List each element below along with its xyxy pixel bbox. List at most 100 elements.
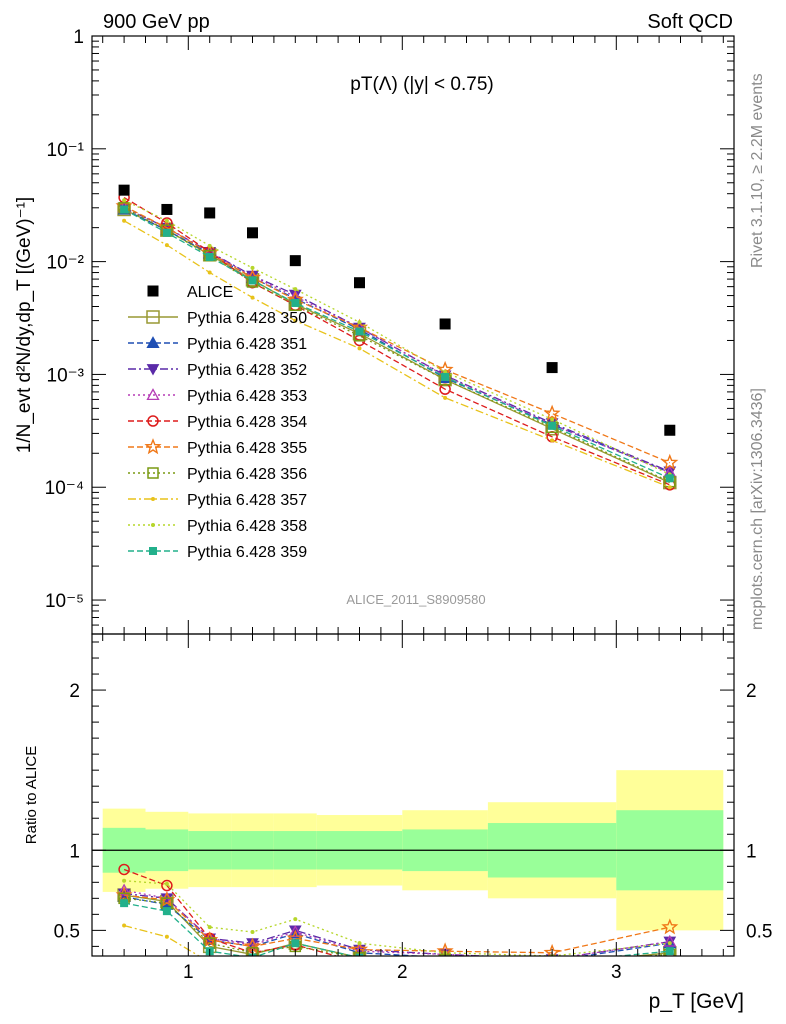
series-marker — [357, 346, 362, 351]
ratio-marker — [207, 925, 212, 930]
legend-label: Pythia 6.428 355 — [187, 440, 307, 457]
ratio-y-tick-label: 2 — [746, 681, 757, 702]
series-marker — [441, 372, 450, 381]
y-tick-label: 10⁻⁴ — [45, 478, 84, 499]
legend-label: Pythia 6.428 351 — [187, 336, 307, 353]
legend-entry: ALICE — [147, 284, 233, 301]
series-marker — [293, 287, 298, 292]
legend-label: Pythia 6.428 357 — [187, 492, 307, 509]
legend-label: ALICE — [187, 284, 233, 301]
x-tick-label: 3 — [611, 962, 622, 983]
header-left-label: 900 GeV pp — [103, 11, 210, 33]
series-marker — [207, 270, 212, 275]
analysis-watermark: ALICE_2011_S8909580 — [346, 592, 485, 607]
series-marker — [207, 243, 212, 248]
y-axis-label: 1/N_evt d²N/dy,dp_T [(GeV)⁻¹] — [14, 197, 35, 453]
ratio-marker — [120, 899, 129, 908]
series-line — [123, 205, 671, 464]
legend-marker — [151, 523, 155, 527]
y-tick-label: 1 — [73, 27, 84, 48]
ratio-line — [124, 894, 670, 954]
ratio-y-tick-label: 1 — [746, 841, 757, 862]
data-point — [118, 184, 130, 196]
legend-marker — [151, 497, 155, 501]
legend-label: Pythia 6.428 350 — [187, 310, 307, 327]
ratio-marker — [550, 953, 554, 956]
ratio-marker — [667, 941, 672, 946]
series-marker — [550, 417, 555, 422]
legend-marker — [146, 388, 160, 401]
series-marker — [355, 327, 364, 336]
ratio-marker — [438, 954, 452, 956]
legend-marker — [146, 310, 160, 324]
ratio-marker — [547, 957, 557, 967]
legend-entry: Pythia 6.428 354 — [128, 414, 307, 431]
main-plot-area — [115, 184, 679, 491]
ratio-marker — [663, 934, 677, 947]
series-marker — [122, 218, 127, 223]
series-line — [123, 208, 671, 479]
ratio-marker — [358, 967, 362, 971]
ratio-marker — [122, 923, 127, 928]
ratio-marker — [161, 879, 173, 892]
ratio-y-tick-label: 2 — [69, 681, 80, 702]
legend-entry: Pythia 6.428 359 — [128, 544, 307, 561]
ratio-marker — [547, 967, 557, 977]
ratio-marker — [164, 934, 169, 939]
series-marker — [164, 243, 169, 248]
series-marker — [293, 318, 298, 323]
data-point — [546, 362, 558, 374]
series-marker — [250, 265, 255, 270]
x-tick-label: 1 — [183, 962, 194, 983]
data-point — [289, 255, 301, 267]
legend-entry: Pythia 6.428 358 — [128, 518, 307, 535]
ratio-axis-ticks: 0.5 0.5 1 1 2 2 1 2 3 — [54, 634, 772, 983]
data-point — [664, 424, 676, 436]
series-marker — [120, 205, 129, 214]
legend-entry: Pythia 6.428 351 — [128, 336, 307, 353]
main-title: pT(Λ) (|y| < 0.75) — [350, 74, 493, 95]
series-marker — [548, 421, 557, 430]
legend-entry: Pythia 6.428 356 — [128, 466, 307, 483]
series-marker — [543, 404, 561, 421]
legend-marker — [147, 285, 159, 297]
ratio-marker — [246, 947, 259, 956]
ratio-marker — [355, 957, 365, 967]
legend-label: Pythia 6.428 354 — [187, 414, 307, 431]
legend: ALICE Pythia 6.428 350 Pythia 6.428 351 Pyt… — [128, 284, 307, 561]
legend-marker — [149, 547, 157, 555]
ratio-marker — [208, 960, 212, 964]
main-panel: 10⁻⁵ 10⁻⁴ 10⁻³ 10⁻² 10⁻¹ 1 pT(Λ) (|y| < 0.75)… — [14, 27, 735, 635]
legend-entry: Pythia 6.428 352 — [128, 362, 307, 379]
ratio-marker — [118, 863, 130, 876]
legend-entry: Pythia 6.428 357 — [128, 492, 307, 509]
data-point — [161, 203, 173, 215]
series-marker — [667, 485, 672, 490]
legend-marker — [147, 415, 159, 427]
rivet-version-label: Rivet 3.1.10, ≥ 2.2M events — [749, 73, 766, 268]
ratio-y-tick-label: 0.5 — [746, 921, 772, 942]
series-marker — [248, 276, 257, 285]
ratio-marker — [668, 959, 672, 963]
legend-label: Pythia 6.428 356 — [187, 466, 307, 483]
ratio-marker — [443, 973, 447, 977]
header-right-label: Soft QCD — [647, 11, 733, 33]
ratio-marker — [250, 929, 255, 934]
ratio-panel: 0.5 0.5 1 1 2 2 1 2 3 Ratio to ALICE p_T [GeV] — [23, 633, 772, 1013]
ratio-marker — [117, 883, 131, 896]
y-tick-label: 10⁻² — [47, 253, 85, 274]
series-marker — [162, 228, 171, 237]
ratio-marker — [251, 965, 255, 969]
ratio-marker — [661, 918, 679, 935]
series-marker — [291, 298, 300, 307]
ratio-axis-label: Ratio to ALICE — [23, 746, 40, 844]
series-marker — [122, 198, 127, 203]
series-marker — [550, 438, 555, 443]
series-marker — [205, 252, 214, 261]
ratio-marker — [162, 907, 171, 916]
y-tick-label: 10⁻³ — [47, 365, 85, 386]
mcplots-citation-label: mcplots.cern.ch [arXiv:1306.3436] — [749, 388, 766, 630]
legend-entry: Pythia 6.428 355 — [128, 438, 307, 457]
series-marker — [443, 395, 448, 400]
ratio-marker — [293, 960, 297, 964]
